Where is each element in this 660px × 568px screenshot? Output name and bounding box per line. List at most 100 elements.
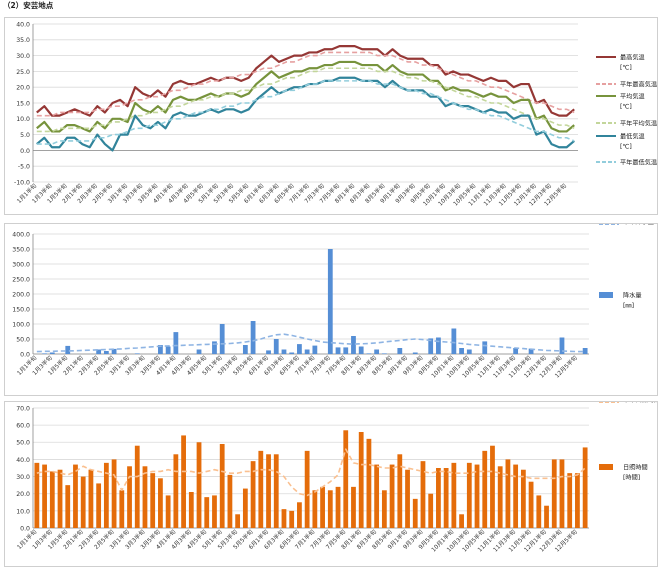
bar <box>34 462 40 528</box>
bar <box>103 462 109 528</box>
bar <box>459 348 464 354</box>
temperature-chart-panel: -10.0 -5.0 0.0 5.0 10.0 15.0 20.0 25.0 30.0 35.0 4… <box>4 17 658 215</box>
y-tick-label: -5.0 <box>18 164 30 171</box>
bar <box>528 348 534 354</box>
legend-label: 最高気温 <box>620 54 645 62</box>
y-tick-label: 5.0 <box>20 132 30 139</box>
bar <box>196 442 202 528</box>
bar <box>165 495 171 528</box>
bar <box>428 338 434 354</box>
bar <box>474 464 480 528</box>
bar <box>343 347 349 354</box>
bar <box>289 510 295 528</box>
bar <box>436 468 441 528</box>
legend-label: [℃] <box>620 104 632 111</box>
bar <box>281 509 287 528</box>
y-tick-label: 70.0 <box>16 405 30 412</box>
bar <box>528 481 534 528</box>
y-tick-label: 20.0 <box>16 85 30 92</box>
bar <box>196 349 202 354</box>
series-line <box>36 51 575 117</box>
bar <box>65 485 71 528</box>
bar <box>567 473 573 528</box>
y-tick-label: 60.0 <box>16 423 30 430</box>
bar <box>165 346 171 354</box>
bar <box>42 353 47 354</box>
legend-label: 平年平均気温 <box>620 120 657 128</box>
y-tick-label: 40.0 <box>16 21 30 28</box>
legend-label: [㎜] <box>623 303 634 310</box>
y-tick-label: 250.0 <box>12 276 30 283</box>
bar <box>335 347 341 354</box>
bar <box>188 492 194 528</box>
bar <box>513 348 519 354</box>
bar <box>173 454 179 528</box>
bar <box>127 466 132 528</box>
bar <box>158 345 163 354</box>
bar <box>459 514 464 528</box>
bar <box>312 345 318 354</box>
bar <box>428 493 434 528</box>
legend-label: 平年最高気温 <box>620 81 657 89</box>
series-line <box>36 448 586 497</box>
bar <box>304 450 310 528</box>
legend-label: 最低気温 <box>620 133 645 141</box>
bar <box>381 353 387 354</box>
bar <box>297 502 302 528</box>
bar <box>412 498 418 528</box>
bar <box>297 344 302 354</box>
bar <box>227 474 233 528</box>
y-tick-label: 15.0 <box>16 100 30 107</box>
bar <box>466 349 472 354</box>
bar <box>304 349 310 354</box>
bar <box>57 469 63 528</box>
legend-label: 平年日照時間 <box>623 402 657 404</box>
bar <box>451 328 457 354</box>
bar <box>312 490 318 528</box>
y-tick-label: 400.0 <box>12 231 30 238</box>
bar <box>443 468 449 528</box>
bar <box>358 432 364 528</box>
y-tick-label: 200.0 <box>12 291 30 298</box>
series-line <box>36 60 575 133</box>
bar <box>235 514 241 528</box>
bar <box>134 353 140 354</box>
y-tick-label: 350.0 <box>12 246 30 253</box>
y-tick-label: 30.0 <box>16 53 30 60</box>
bar <box>358 346 364 354</box>
bar <box>204 497 210 528</box>
bar <box>142 466 148 528</box>
y-tick-label: 150.0 <box>12 306 30 313</box>
bar <box>273 339 279 354</box>
series-line <box>36 45 575 117</box>
bar <box>520 469 526 528</box>
y-tick-label: 0.0 <box>20 148 30 155</box>
bar <box>49 352 55 354</box>
temperature-chart: -10.0 -5.0 0.0 5.0 10.0 15.0 20.0 25.0 30.0 35.0 4… <box>14 21 657 207</box>
bar <box>451 462 457 528</box>
bar <box>582 447 588 528</box>
bar <box>266 454 271 528</box>
bar <box>505 459 511 528</box>
legend-label: [時間] <box>623 475 640 482</box>
bar <box>513 464 519 528</box>
bar <box>219 324 225 354</box>
bar <box>173 332 179 354</box>
bar <box>412 352 418 354</box>
bar <box>96 349 102 354</box>
legend-label: 平年降水量 <box>623 224 654 226</box>
bar <box>212 495 217 528</box>
bar <box>582 348 588 354</box>
bar <box>374 349 380 354</box>
legend-label: 日照時間 <box>623 465 648 472</box>
y-tick-label: 100.0 <box>12 321 30 328</box>
y-tick-label: 50.0 <box>16 440 30 447</box>
bar <box>111 459 117 528</box>
y-tick-label: -10.0 <box>14 179 30 186</box>
bar <box>320 486 325 528</box>
legend-label: 平年最低気温 <box>620 159 657 167</box>
y-tick-label: 0.0 <box>20 525 30 532</box>
legend-label: [℃] <box>620 65 632 72</box>
sunshine-chart-panel: 0.0 10.0 20.0 30.0 40.0 50.0 60.0 70.0 1月1半旬 1月3半… <box>4 401 658 567</box>
bar <box>273 454 279 528</box>
